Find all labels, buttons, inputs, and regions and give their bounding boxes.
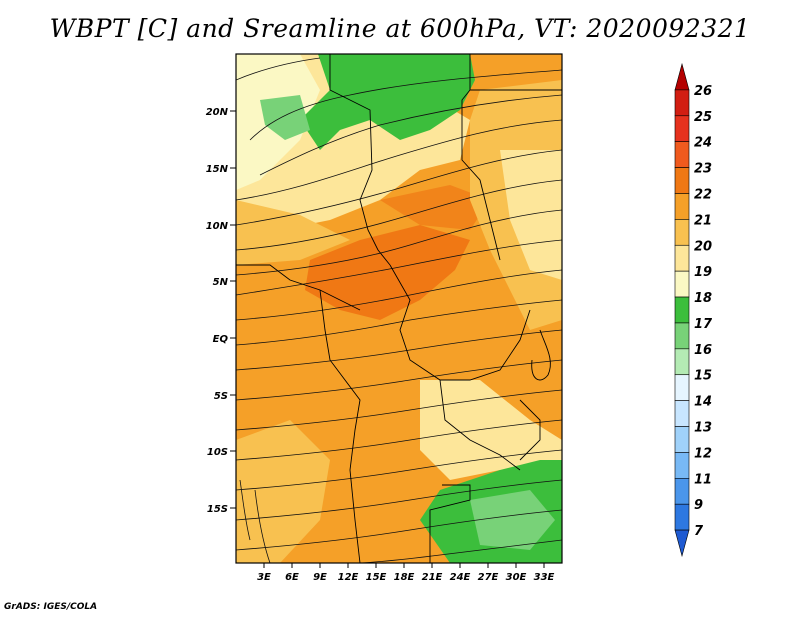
colorbar-label: 18: [694, 291, 712, 306]
lon-label: 9E: [313, 572, 327, 583]
colorbar-label: 15: [694, 369, 712, 384]
lon-label: 15E: [366, 572, 387, 583]
colorbar-label: 9: [694, 498, 703, 513]
colorbar-swatch: [674, 219, 690, 246]
colorbar-swatch: [674, 62, 690, 91]
grads-credit: GrADS: IGES/COLA: [4, 602, 98, 612]
lon-label: 6E: [285, 572, 299, 583]
colorbar-label: 23: [694, 162, 712, 177]
lon-label: 18E: [394, 572, 415, 583]
colorbar-label: 16: [694, 343, 712, 358]
colorbar-swatch: [674, 244, 690, 272]
colorbar-swatch: [674, 193, 690, 220]
lat-label: 10S: [207, 447, 228, 458]
lon-label: 27E: [478, 572, 499, 583]
lat-label: 15N: [206, 164, 229, 175]
lat-label: 5N: [213, 277, 229, 288]
colorbar-swatch: [674, 296, 690, 324]
streamlines: [236, 57, 562, 563]
lon-label: 21E: [422, 572, 443, 583]
colorbar-label: 7: [694, 524, 704, 539]
colorbar-swatch: [674, 529, 690, 558]
lat-label: 5S: [214, 391, 228, 402]
colorbar-label: 13: [694, 421, 712, 436]
lat-label: 20N: [206, 107, 229, 118]
colorbar-label: 25: [694, 110, 712, 125]
lat-label: 15S: [207, 504, 228, 515]
colorbar-swatch: [674, 167, 690, 194]
colorbar-label: 12: [694, 446, 712, 461]
colorbar-label: 21: [694, 213, 712, 228]
colorbar-label: 11: [694, 472, 712, 487]
colorbar-swatch: [674, 348, 690, 376]
lon-label: 33E: [534, 572, 555, 583]
plot-frame: [235, 53, 563, 564]
colorbar-swatch: [674, 452, 690, 479]
lon-label: 12E: [338, 572, 359, 583]
colorbar-swatch: [674, 503, 690, 531]
lat-label: 10N: [206, 221, 229, 232]
lat-axis: 20N 15N 10N 5N EQ 5S 10S 15S: [206, 107, 236, 515]
colorbar-swatch: [674, 478, 690, 505]
colorbar-label: 14: [694, 395, 712, 410]
lon-label: 3E: [257, 572, 271, 583]
colorbar-swatch: [674, 270, 690, 298]
colorbar-swatch: [674, 141, 690, 168]
colorbar-swatch: [674, 426, 690, 453]
colorbar-label: 22: [694, 187, 712, 202]
colorbar-label: 26: [694, 84, 712, 99]
colorbar-label: 24: [694, 136, 712, 151]
colorbar-label: 17: [694, 317, 713, 332]
map-title: WBPT [C] and Sreamline at 600hPa, VT: 20…: [49, 14, 751, 43]
colorbar-swatch: [674, 115, 690, 142]
colorbar-swatch: [674, 400, 690, 427]
lat-label: EQ: [213, 334, 229, 345]
colorbar-swatch: [674, 89, 690, 117]
wbpt-shading: [236, 54, 562, 563]
lon-axis: 3E 6E 9E 12E 15E 18E 21E 24E 27E 30E 33E: [257, 563, 555, 583]
colorbar-swatch: [674, 322, 690, 350]
lon-label: 24E: [450, 572, 471, 583]
colorbar-label: 19: [694, 265, 712, 280]
lon-label: 30E: [506, 572, 527, 583]
colorbar: 26 25 24 23 22 21 20 19 18 17 16 15 14 13 12 11 9 7: [674, 62, 713, 558]
colorbar-swatch: [674, 374, 690, 401]
country-borders: [236, 54, 562, 563]
colorbar-label: 20: [694, 239, 712, 254]
